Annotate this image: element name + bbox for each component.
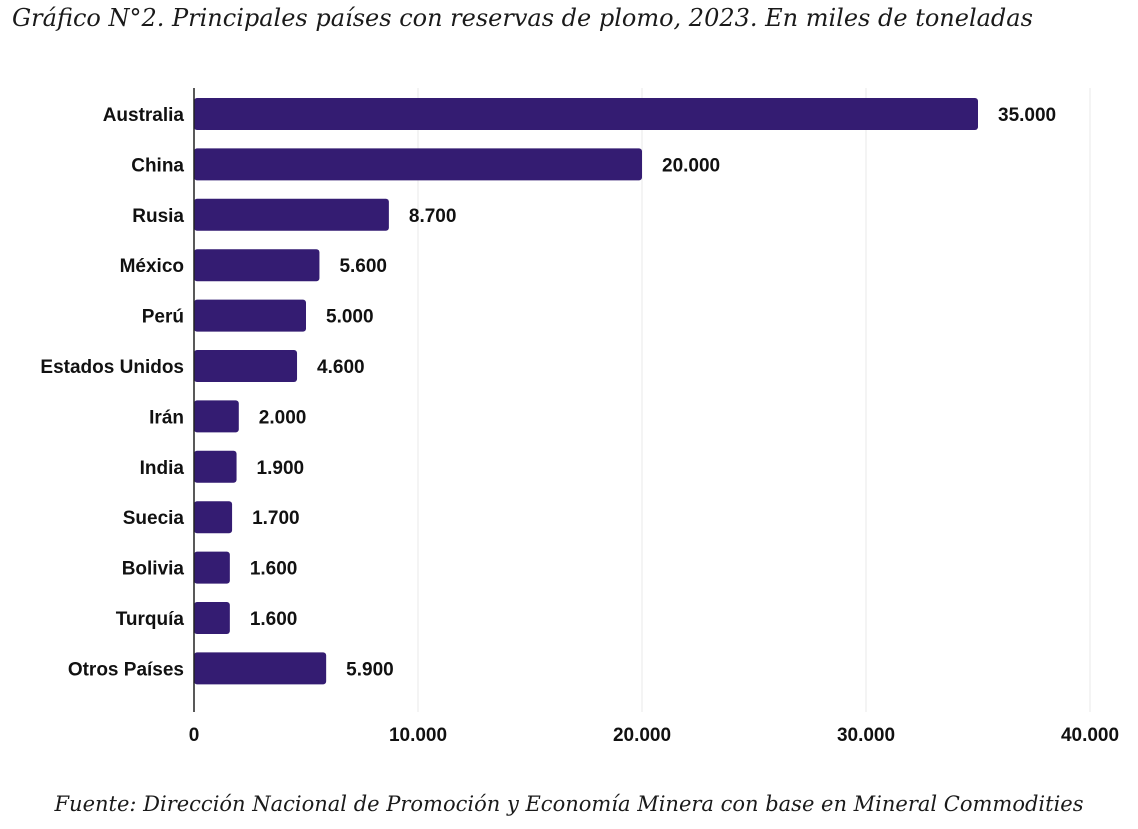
bar-chart: Australia China Rusia México Perú Estados Uni… xyxy=(40,88,1119,746)
bar xyxy=(194,98,978,130)
bar xyxy=(194,602,230,634)
value-label: 20.000 xyxy=(662,155,720,176)
x-tick-label: 10.000 xyxy=(389,725,447,746)
category-label: Otros Países xyxy=(68,659,184,680)
bar xyxy=(194,350,298,382)
bar xyxy=(194,299,306,332)
bar xyxy=(194,652,327,685)
value-label: 8.700 xyxy=(409,206,457,227)
value-labels: 35.000 20.000 8.700 5.600 5.000 4.600 2.000 1.9… xyxy=(250,105,1056,680)
category-label: Suecia xyxy=(123,508,185,529)
category-label: Bolivia xyxy=(122,559,185,580)
category-labels: Australia China Rusia México Perú Estados Uni… xyxy=(40,105,184,680)
value-label: 1.600 xyxy=(250,609,298,630)
category-label: Rusia xyxy=(132,206,184,227)
category-label: Estados Unidos xyxy=(40,357,184,378)
category-label: Irán xyxy=(149,407,184,428)
category-label: China xyxy=(131,155,184,176)
value-label: 35.000 xyxy=(998,105,1056,126)
bar xyxy=(194,551,230,584)
category-label: India xyxy=(140,458,185,479)
bar xyxy=(194,249,320,282)
value-label: 5.900 xyxy=(346,659,394,680)
bar xyxy=(194,450,237,483)
chart-title: Gráfico N°2. Principales países con rese… xyxy=(12,4,1033,32)
bar xyxy=(194,148,642,181)
x-axis-ticks: 0 10.000 20.000 30.000 40.000 xyxy=(189,725,1119,746)
x-tick-label: 20.000 xyxy=(613,725,671,746)
value-label: 4.600 xyxy=(317,357,365,378)
value-label: 1.600 xyxy=(250,559,298,580)
x-tick-label: 0 xyxy=(189,725,200,746)
value-label: 1.900 xyxy=(257,458,305,479)
bar xyxy=(194,198,389,231)
bar xyxy=(194,400,239,433)
x-tick-label: 30.000 xyxy=(837,725,895,746)
value-label: 2.000 xyxy=(259,407,307,428)
value-label: 1.700 xyxy=(252,508,300,529)
category-label: Turquía xyxy=(116,609,185,630)
bars xyxy=(194,98,978,685)
category-label: México xyxy=(120,256,184,277)
chart-source: Fuente: Dirección Nacional de Promoción … xyxy=(54,792,1084,816)
gridlines xyxy=(417,88,1091,712)
x-tick-label: 40.000 xyxy=(1061,725,1119,746)
category-label: Australia xyxy=(103,105,185,126)
value-label: 5.600 xyxy=(339,256,387,277)
bar xyxy=(194,501,233,534)
category-label: Perú xyxy=(142,307,184,328)
value-label: 5.000 xyxy=(326,307,374,328)
